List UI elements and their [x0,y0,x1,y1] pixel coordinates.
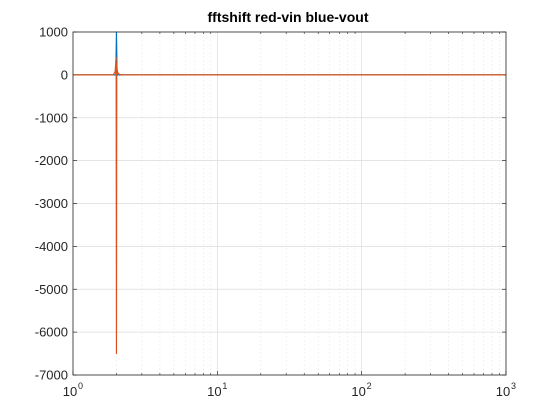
x-tick-exponent: 0 [78,381,83,391]
y-tick-label: -1000 [35,110,68,125]
x-tick-exponent: 3 [511,381,516,391]
y-tick-label: -3000 [35,196,68,211]
grid [72,31,507,376]
y-tick-label: -5000 [35,282,68,297]
chart-title: fftshift red-vin blue-vout [208,9,369,25]
x-tick-base: 10 [63,384,77,399]
y-tick-label: 1000 [39,25,68,40]
y-tick-label: -2000 [35,153,68,168]
x-tick-base: 10 [207,384,221,399]
series-line-1 [73,31,506,76]
y-tick-label: -6000 [35,325,68,340]
series-layer [73,31,506,355]
x-tick-label: 10 3 [496,381,516,399]
plot-frame [72,31,507,376]
x-tick-label: 10 1 [207,381,227,399]
y-tick-label: 0 [61,67,68,82]
x-tick-exponent: 2 [367,381,372,391]
x-tick-base: 10 [496,384,510,399]
x-axis: 10 0 10 1 10 2 10 3 [63,381,516,399]
y-tick-label: -4000 [35,239,68,254]
y-tick-label: -7000 [35,368,68,383]
y-axis: 1000 0 -1000 -2000 -3000 -4000 -5000 -6000 -7000 [35,25,68,383]
x-tick-label: 10 0 [63,381,83,399]
x-tick-base: 10 [351,384,365,399]
x-tick-label: 10 2 [351,381,371,399]
x-tick-exponent: 1 [222,381,227,391]
series-line-2 [73,57,506,355]
